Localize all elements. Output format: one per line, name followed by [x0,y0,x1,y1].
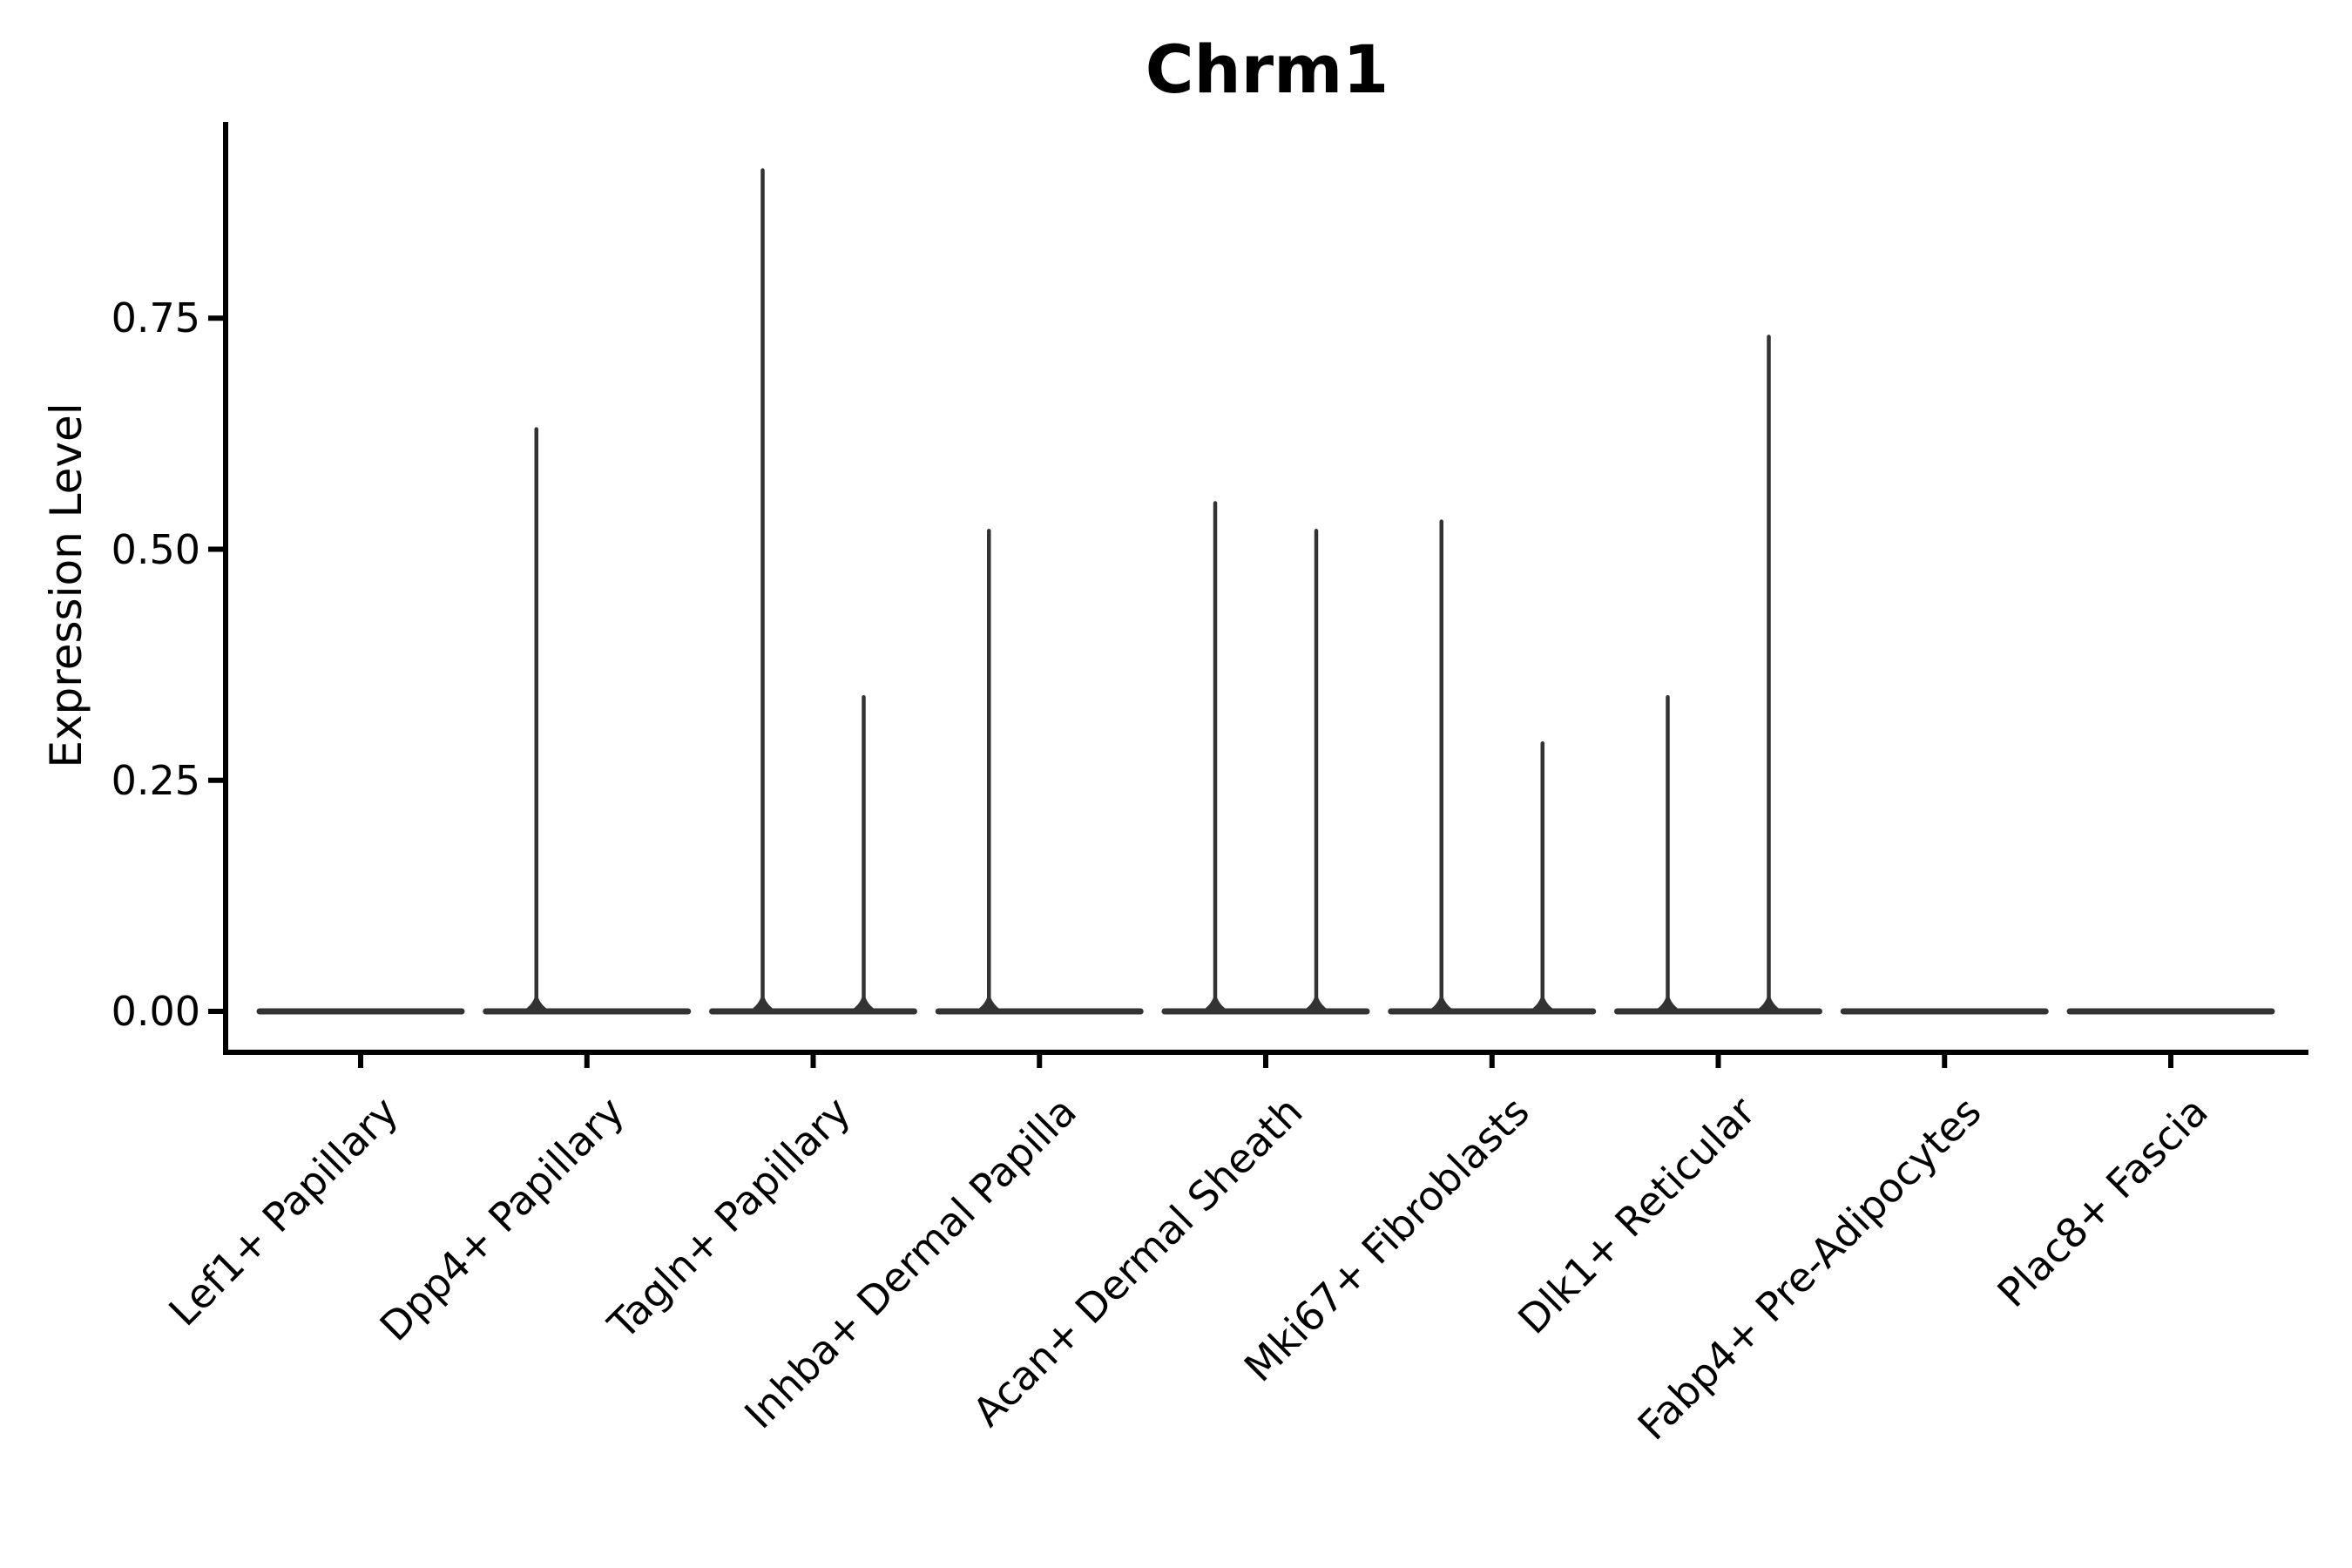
y-tick-label-0.25: 0.25 [111,757,200,804]
y-tick-label-0.00: 0.00 [111,988,200,1035]
chart-title: Chrm1 [1145,30,1389,108]
y-tick-label-0.50: 0.50 [111,526,200,573]
y-tick-label-0.75: 0.75 [111,294,200,341]
